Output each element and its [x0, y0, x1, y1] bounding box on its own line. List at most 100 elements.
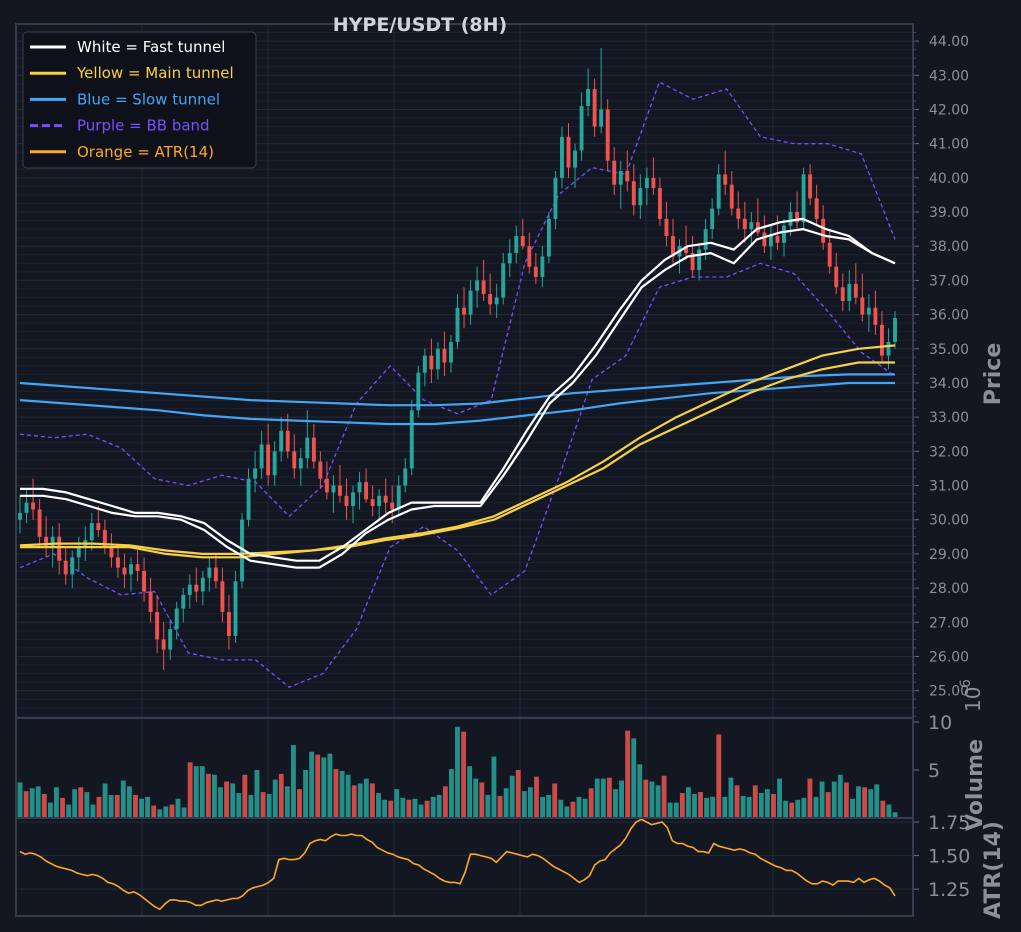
volume-tick-label: 10 — [928, 712, 952, 734]
candle-body — [553, 177, 558, 219]
candle-body — [253, 468, 258, 479]
candle-body — [893, 318, 897, 342]
volume-bar — [777, 778, 782, 818]
volume-bar — [673, 802, 679, 818]
legend-entry-label: Blue = Slow tunnel — [77, 90, 220, 108]
candle-body — [723, 174, 728, 185]
candle-body — [599, 109, 604, 127]
candle-body — [331, 485, 336, 493]
volume-bar — [66, 804, 72, 818]
legend-entries: White = Fast tunnel Yellow = Main tunnel B… — [30, 38, 234, 161]
candle-body — [847, 283, 852, 301]
candle-body — [311, 437, 316, 462]
atr-panel-frame — [15, 817, 914, 917]
main-tunnel-upper-line — [19, 344, 896, 556]
volume-bar — [570, 801, 576, 818]
volume-bar — [54, 787, 59, 818]
candle-body — [475, 280, 480, 291]
candle-body — [122, 567, 127, 575]
candle-body — [520, 235, 525, 247]
volume-bar — [163, 806, 169, 818]
candle-body — [324, 478, 329, 493]
volume-bar — [746, 796, 752, 818]
candle-body — [775, 235, 780, 243]
volume-bar — [874, 784, 880, 818]
volume-bar — [133, 794, 138, 818]
volume-bar — [254, 770, 260, 818]
candle-body — [377, 495, 382, 507]
price-tick-label: 32.00 — [929, 444, 969, 460]
candle-body — [279, 430, 284, 452]
candle-body — [181, 594, 186, 609]
volume-bar — [637, 764, 643, 818]
candle-body — [403, 468, 408, 486]
candle-body — [305, 437, 310, 459]
candle-body — [285, 430, 290, 452]
volume-bar — [78, 787, 84, 818]
candle-body — [533, 266, 538, 277]
candle-body — [644, 177, 649, 189]
volume-bar — [212, 774, 217, 818]
volume-bar — [175, 798, 181, 818]
candle-body — [370, 499, 375, 507]
volume-bars — [17, 726, 898, 818]
candle-body — [703, 229, 708, 250]
tunnel-lines — [19, 217, 896, 569]
volume-bar — [236, 793, 242, 818]
candle-body — [716, 174, 721, 209]
volume-bar — [181, 807, 187, 818]
candle-body — [18, 512, 22, 520]
volume-bar — [807, 778, 813, 818]
price-tick-label: 44.00 — [929, 34, 969, 50]
volume-bar — [357, 783, 363, 818]
candle-body — [148, 591, 153, 613]
volume-bar — [430, 796, 436, 818]
slow-tunnel-lower-line — [19, 381, 895, 426]
volume-bar — [72, 789, 78, 818]
volume-bar — [418, 804, 424, 818]
candle-body — [168, 629, 173, 650]
candle-body — [860, 297, 865, 315]
volume-bar — [521, 791, 527, 818]
candle-body — [546, 218, 551, 257]
candle-body — [102, 529, 107, 548]
volume-bar — [503, 788, 509, 818]
legend-entry-label: White = Fast tunnel — [77, 38, 225, 56]
price-tick-label: 43.00 — [929, 68, 969, 84]
candle-body — [442, 348, 447, 363]
price-tick-label: 29.00 — [929, 547, 969, 563]
volume-bar — [698, 792, 703, 818]
candle-body — [795, 212, 800, 223]
bb-band — [19, 81, 896, 688]
candle-body — [240, 519, 244, 582]
volume-bar — [327, 753, 333, 818]
candle-body — [226, 612, 231, 636]
candle-body — [174, 608, 179, 630]
volume-exponent: 6 — [958, 679, 974, 688]
volume-bar — [540, 796, 545, 818]
atr-panel — [19, 818, 896, 911]
volume-bar — [619, 780, 624, 818]
atr-line — [19, 818, 896, 911]
candle-body — [429, 355, 434, 370]
price-tick-label: 30.00 — [929, 513, 969, 529]
candle-body — [651, 177, 656, 189]
candle-body — [618, 171, 623, 185]
volume-bar — [764, 789, 770, 818]
candle-body — [631, 181, 636, 206]
candle-body — [866, 307, 871, 315]
candle-body — [879, 324, 884, 356]
candle-body — [344, 495, 349, 507]
candle-body — [115, 557, 120, 568]
axes: 25.00 26.00 27.00 28.00 29.00 30.00 31.00 32.00… — [913, 32, 970, 901]
volume-bar — [406, 799, 412, 818]
volume-bar — [704, 797, 710, 818]
volume-bar — [224, 781, 230, 818]
candle-body — [24, 502, 29, 513]
volume-bar — [582, 798, 588, 818]
volume-bar — [35, 786, 41, 818]
bb-upper-line — [19, 81, 896, 517]
candle-body — [488, 294, 493, 305]
volume-bar — [345, 774, 351, 818]
